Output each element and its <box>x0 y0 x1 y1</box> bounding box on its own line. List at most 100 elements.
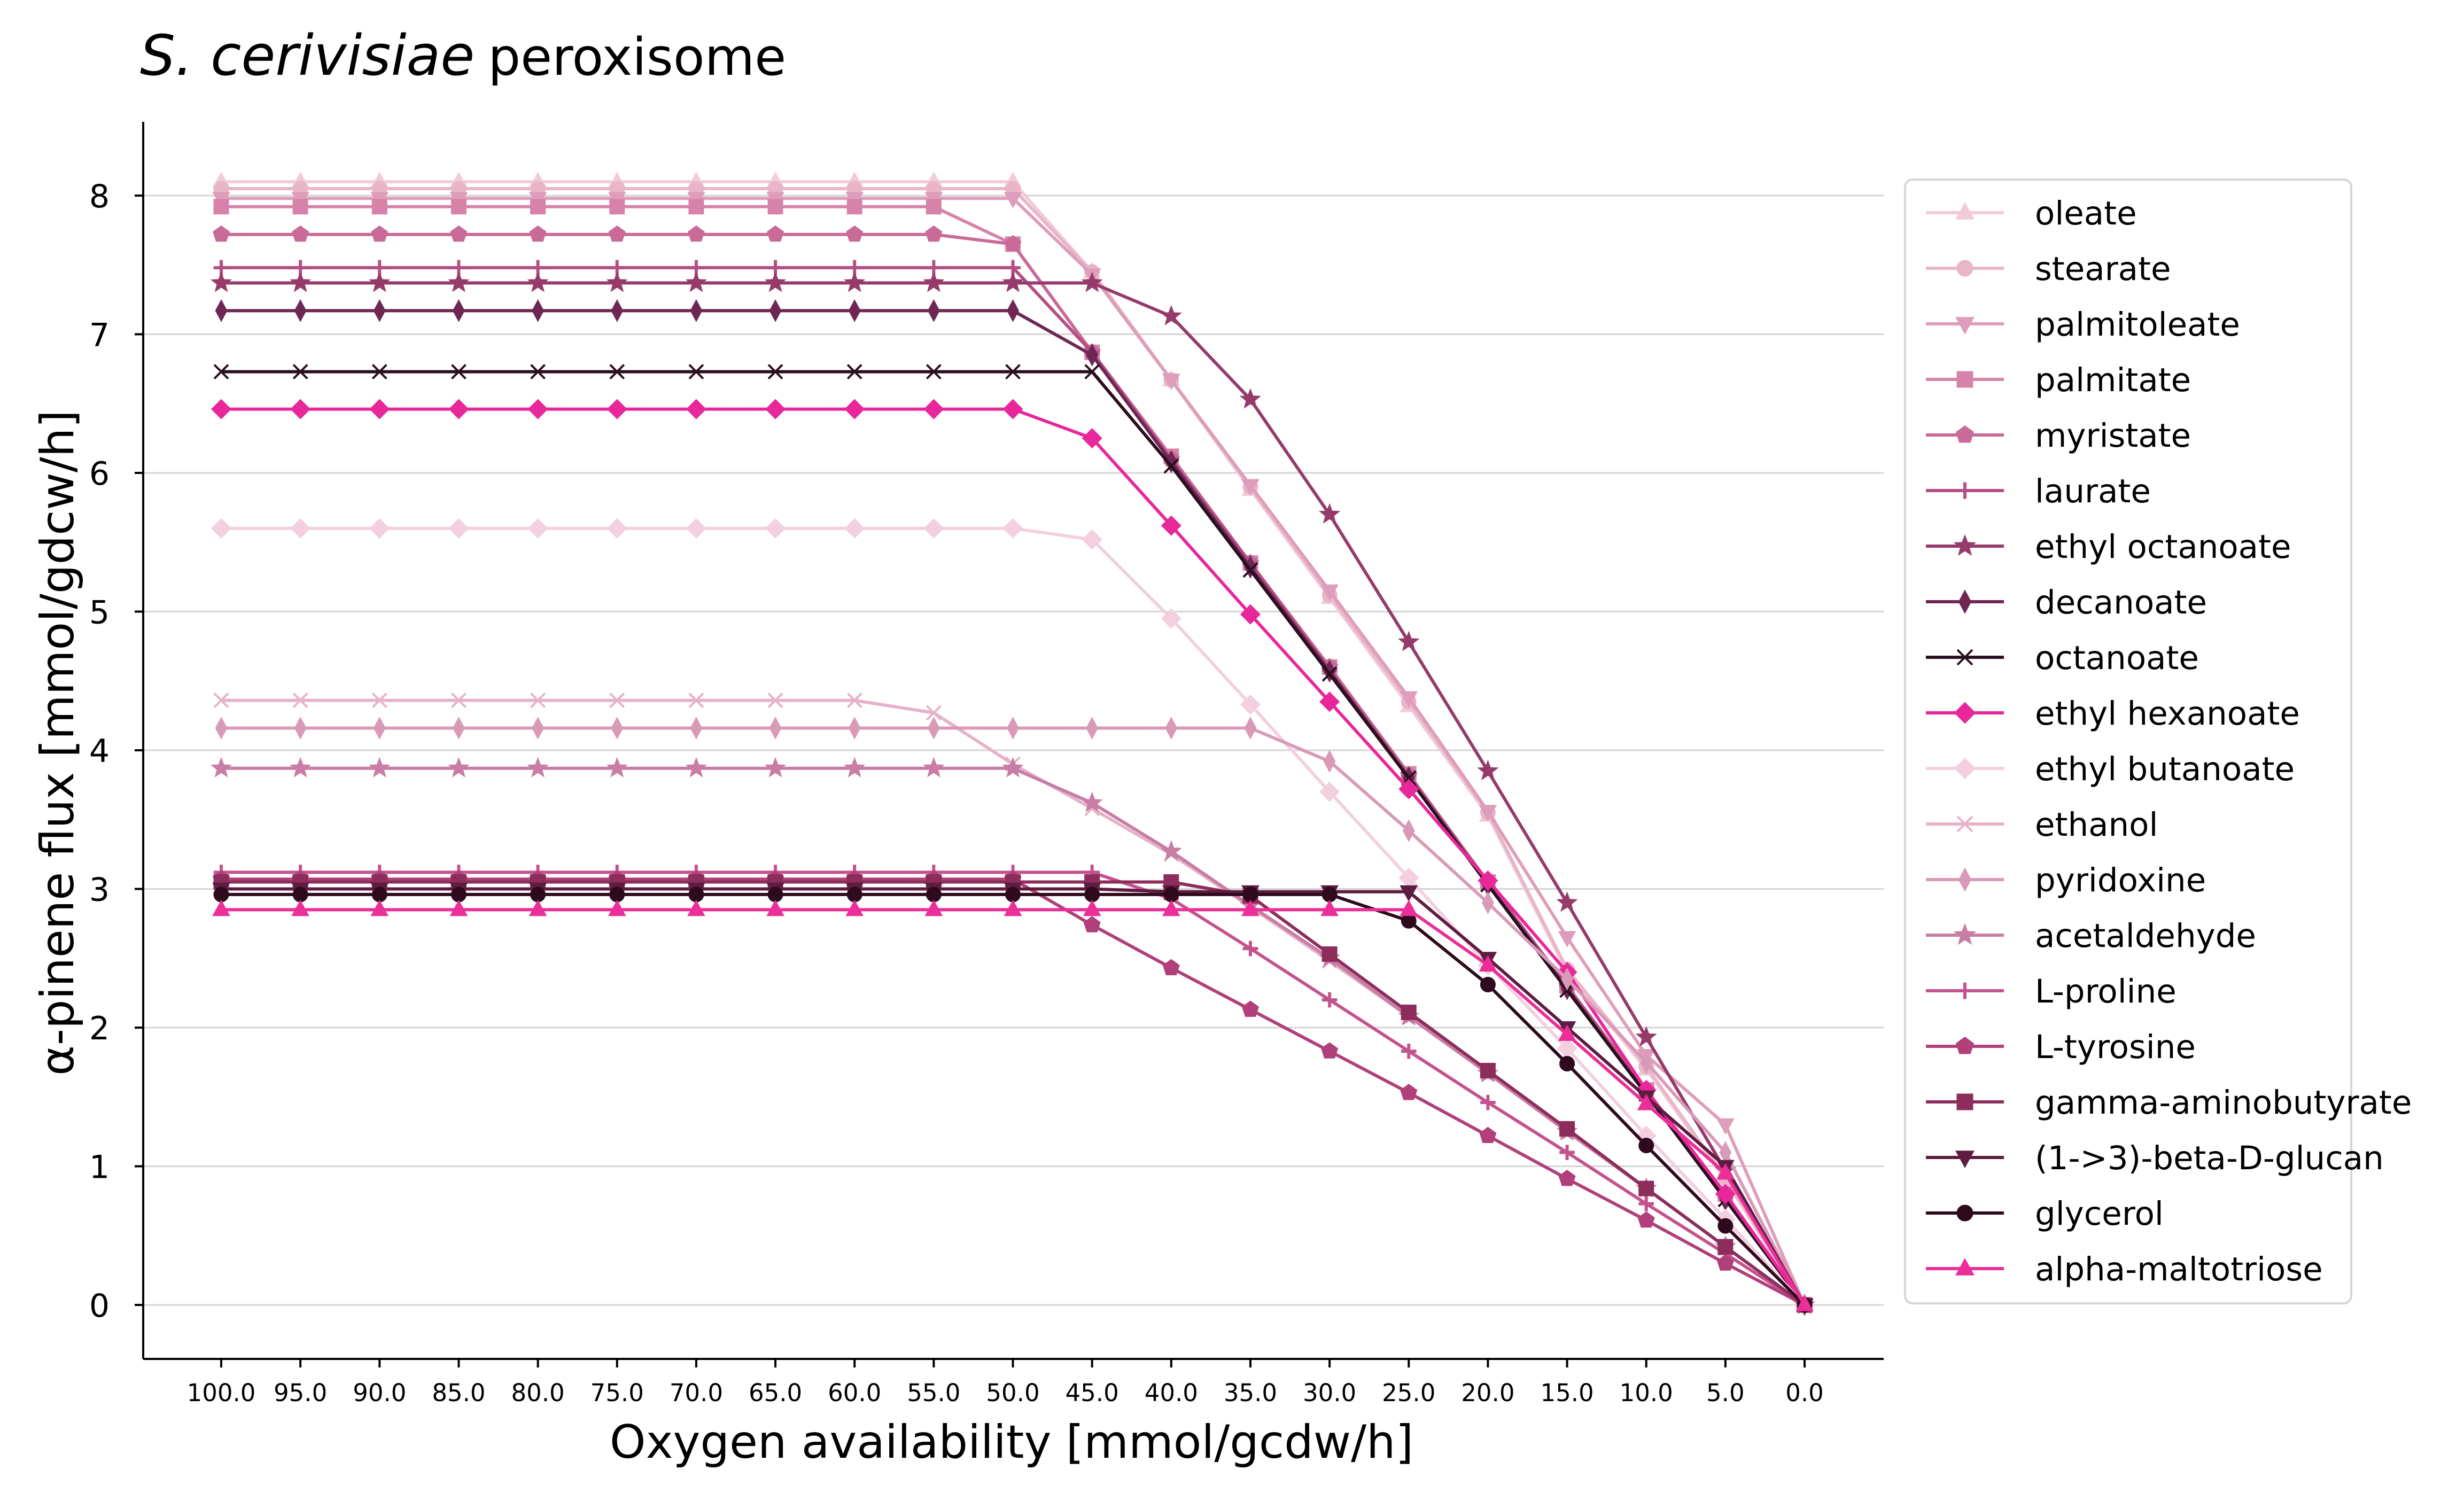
data-point-marker <box>1083 916 1101 932</box>
data-point-marker <box>448 399 469 419</box>
data-point-marker <box>1323 750 1336 773</box>
series-palmitoleate <box>212 192 1814 1315</box>
data-point-marker <box>211 399 232 419</box>
data-point-marker <box>527 518 548 539</box>
data-point-marker <box>764 271 787 292</box>
x-tick-label: 40.0 <box>1145 1379 1198 1407</box>
data-point-marker <box>609 693 625 708</box>
data-point-marker <box>1477 759 1499 781</box>
x-tick-label: 20.0 <box>1461 1379 1514 1407</box>
data-point-marker <box>1007 717 1020 740</box>
data-point-marker <box>926 705 942 721</box>
x-tick-label: 50.0 <box>986 1379 1039 1407</box>
data-point-marker <box>1556 891 1578 912</box>
legend-label: L-proline <box>2035 973 2177 1011</box>
data-point-marker <box>1081 791 1103 812</box>
data-point-marker <box>527 271 549 292</box>
y-tick-label: 0 <box>89 1287 110 1325</box>
series-group <box>210 172 1816 1317</box>
data-point-marker <box>1716 1254 1734 1271</box>
data-point-marker <box>452 299 465 322</box>
series-ethyl-octanoate <box>210 271 1816 1315</box>
x-tick-label: 75.0 <box>590 1379 644 1407</box>
data-point-marker <box>1086 717 1099 740</box>
data-point-marker <box>611 299 624 322</box>
x-tick-label: 35.0 <box>1224 1379 1277 1407</box>
data-point-marker <box>1165 450 1178 473</box>
data-point-marker <box>213 887 229 903</box>
data-point-marker <box>213 225 230 242</box>
data-point-marker <box>767 693 783 708</box>
data-point-marker <box>608 899 626 916</box>
data-point-marker <box>1715 1184 1736 1204</box>
data-point-marker <box>1081 271 1103 292</box>
data-point-marker <box>608 225 626 242</box>
data-point-marker <box>1161 608 1182 629</box>
data-point-marker <box>926 364 942 379</box>
data-point-marker <box>451 364 467 379</box>
data-point-marker <box>1004 899 1022 916</box>
chart-title-suffix: peroxisome <box>488 27 786 87</box>
y-tick-label: 4 <box>89 733 110 770</box>
legend-entry: stearate <box>1926 250 2171 288</box>
data-point-marker <box>1717 1239 1734 1255</box>
data-point-marker <box>687 225 705 242</box>
data-point-marker <box>1955 317 1975 335</box>
chart-title-species: S. cerivisiae <box>140 23 475 88</box>
data-point-marker <box>686 399 706 419</box>
data-point-marker <box>291 899 309 916</box>
data-point-marker <box>1082 428 1102 449</box>
legend-label: (1->3)-beta-D-glucan <box>2035 1139 2384 1177</box>
data-point-marker <box>688 364 704 379</box>
data-point-marker <box>449 899 468 916</box>
data-point-marker <box>1322 992 1338 1008</box>
legend-entry: ethyl octanoate <box>1926 528 2291 566</box>
legend-label: ethyl butanoate <box>2035 750 2295 788</box>
series-octanoate <box>213 364 1813 1313</box>
data-point-marker <box>532 299 545 322</box>
data-point-marker <box>1956 1093 1973 1110</box>
data-point-marker <box>215 299 228 322</box>
data-point-marker <box>530 364 546 379</box>
data-point-marker <box>450 199 467 215</box>
data-point-marker <box>1400 1084 1418 1100</box>
data-point-marker <box>767 199 783 215</box>
x-tick-label: 70.0 <box>670 1379 723 1407</box>
legend-entry: palmitoleate <box>1926 306 2240 344</box>
data-point-marker <box>1163 458 1179 474</box>
data-point-marker <box>1320 584 1339 601</box>
data-point-marker <box>1956 982 1973 999</box>
data-point-marker <box>1398 779 1419 799</box>
data-point-marker <box>451 693 467 708</box>
data-point-marker <box>528 899 547 916</box>
data-point-marker <box>292 225 309 242</box>
data-point-marker <box>1241 899 1260 916</box>
x-tick-label: 45.0 <box>1066 1379 1119 1407</box>
legend-label: ethyl octanoate <box>2035 528 2291 566</box>
data-point-marker <box>530 693 546 708</box>
legend-entry: L-tyrosine <box>1926 1028 2196 1066</box>
data-point-marker <box>688 199 704 215</box>
data-point-marker <box>923 399 944 419</box>
data-point-marker <box>210 757 232 778</box>
data-point-marker <box>1480 1062 1496 1078</box>
data-point-marker <box>1955 1151 1975 1168</box>
data-point-marker <box>1162 899 1180 916</box>
data-point-marker <box>1084 887 1100 903</box>
data-point-marker <box>1480 1094 1496 1110</box>
series-line <box>221 526 1806 1307</box>
data-point-marker <box>923 757 945 778</box>
data-point-marker <box>844 757 866 778</box>
data-point-marker <box>292 887 308 903</box>
data-point-marker <box>1956 1204 1973 1222</box>
data-point-marker <box>1956 815 1973 833</box>
x-tick-label: 65.0 <box>749 1379 802 1407</box>
grid-lines <box>143 195 1884 1306</box>
series-ethyl-hexanoate <box>211 399 1815 1316</box>
data-point-marker <box>1163 887 1179 903</box>
data-point-marker <box>1955 1037 1975 1054</box>
y-axis-label: α-pinene flux [mmol/gdcw/h] <box>31 410 84 1076</box>
data-point-marker <box>1242 562 1258 578</box>
data-point-marker <box>1482 891 1494 914</box>
data-point-marker <box>927 717 940 740</box>
